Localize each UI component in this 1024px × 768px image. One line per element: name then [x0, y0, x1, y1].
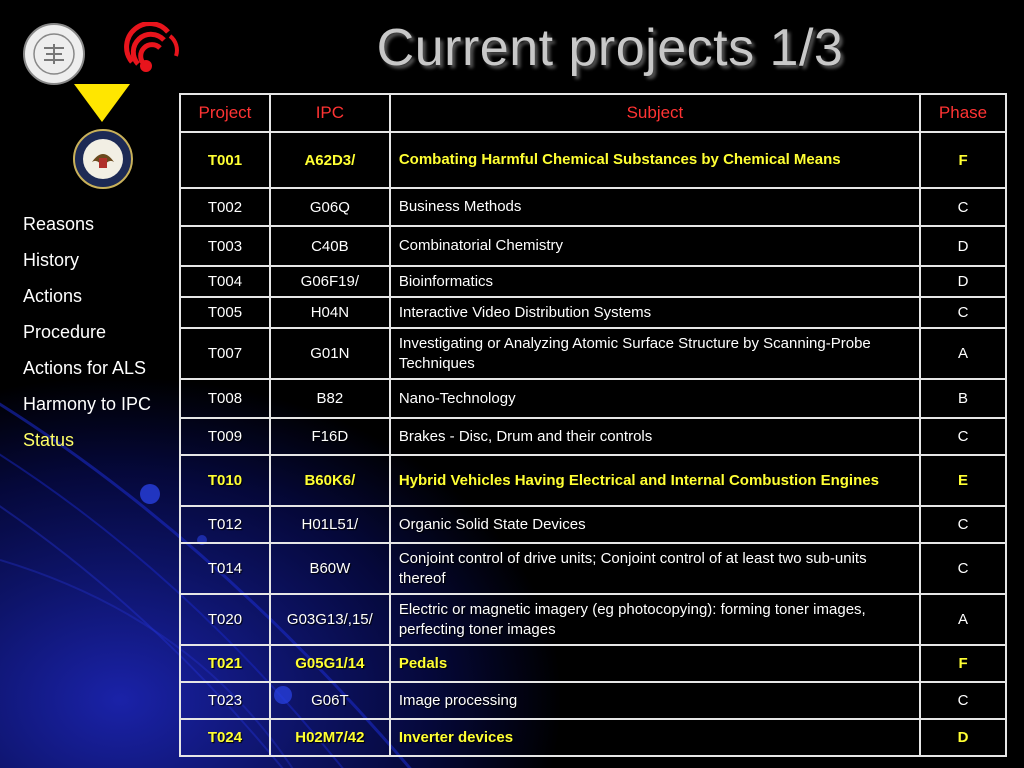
cell-subject: Organic Solid State Devices	[388, 505, 922, 544]
cell-project: T001	[179, 131, 271, 189]
cell-project: T021	[179, 644, 271, 683]
table-header-row: Project IPC Subject Phase	[179, 93, 1007, 133]
cell-phase: A	[919, 327, 1007, 380]
nav-item-reasons[interactable]: Reasons	[23, 214, 95, 234]
header-subject: Subject	[388, 93, 922, 133]
table-row: T014 B60W Conjoint control of drive units;…	[179, 542, 1007, 595]
cell-project: T020	[179, 593, 271, 646]
epo-logo	[124, 22, 179, 72]
cell-subject: Conjoint control of drive units; Conjoin…	[388, 542, 922, 595]
cell-project: T007	[179, 327, 271, 380]
cell-ipc: B82	[268, 378, 391, 419]
nav-item-procedure[interactable]: Procedure	[23, 322, 107, 342]
cell-ipc: G06Q	[268, 187, 391, 227]
cell-ipc: H04N	[268, 296, 391, 329]
table-row: T020 G03G13/,15/Electric or magnetic imag…	[179, 593, 1007, 646]
cell-ipc: B60K6/	[268, 454, 391, 507]
nav-item-history[interactable]: History	[23, 250, 80, 270]
table-row: T001 A62D3/Combating Harmful Chemical Sub…	[179, 131, 1007, 189]
jpo-seal-logo	[23, 23, 85, 85]
nav-item-actions-for-als[interactable]: Actions for ALS	[23, 358, 147, 378]
cell-subject: Pedals	[388, 644, 922, 683]
cell-project: T009	[179, 417, 271, 456]
cell-phase: D	[919, 265, 1007, 298]
yellow-triangle-icon	[74, 84, 130, 122]
table-row: T005 H04N Interactive Video Distribution S…	[179, 296, 1007, 329]
table-row: T007 G01N Investigating or Analyzing Atomi…	[179, 327, 1007, 380]
cell-subject: Interactive Video Distribution Systems	[388, 296, 922, 329]
header-project: Project	[179, 93, 271, 133]
cell-phase: B	[919, 378, 1007, 419]
table-row: T012 H01L51/Organic Solid State Devices C	[179, 505, 1007, 544]
cell-project: T014	[179, 542, 271, 595]
table-row: T003 C40B Combinatorial Chemistry D	[179, 225, 1007, 267]
cell-ipc: G05G1/14	[268, 644, 391, 683]
cell-subject: Nano-Technology	[388, 378, 922, 419]
projects-table: Project IPC Subject Phase T001 A62D3/Comb…	[179, 93, 1007, 757]
cell-ipc: G01N	[268, 327, 391, 380]
cell-phase: C	[919, 417, 1007, 456]
cell-phase: F	[919, 131, 1007, 189]
table-row: T008 B82 Nano-Technology B	[179, 378, 1007, 419]
cell-ipc: G06T	[268, 681, 391, 720]
cell-project: T024	[179, 718, 271, 757]
cell-ipc: G03G13/,15/	[268, 593, 391, 646]
cell-subject: Business Methods	[388, 187, 922, 227]
table-row: T004 G06F19/Bioinformatics D	[179, 265, 1007, 298]
nav-item-actions[interactable]: Actions	[23, 286, 83, 306]
table-row: T002 G06Q Business Methods C	[179, 187, 1007, 227]
cell-subject: Investigating or Analyzing Atomic Surfac…	[388, 327, 922, 380]
cell-phase: D	[919, 718, 1007, 757]
cell-phase: A	[919, 593, 1007, 646]
cell-project: T005	[179, 296, 271, 329]
cell-subject: Brakes - Disc, Drum and their controls	[388, 417, 922, 456]
cell-project: T002	[179, 187, 271, 227]
table-row: T010 B60K6/Hybrid Vehicles Having Electri…	[179, 454, 1007, 507]
cell-ipc: C40B	[268, 225, 391, 267]
cell-subject: Image processing	[388, 681, 922, 720]
cell-project: T023	[179, 681, 271, 720]
table-row: T009 F16D Brakes - Disc, Drum and their co…	[179, 417, 1007, 456]
cell-phase: C	[919, 681, 1007, 720]
sidebar-nav: Reasons History Actions Procedure Action…	[23, 212, 151, 464]
table-row: T023 G06T Image processing C	[179, 681, 1007, 720]
cell-phase: C	[919, 187, 1007, 227]
cell-phase: D	[919, 225, 1007, 267]
cell-subject: Inverter devices	[388, 718, 922, 757]
cell-subject: Combating Harmful Chemical Substances by…	[388, 131, 922, 189]
cell-project: T012	[179, 505, 271, 544]
cell-phase: C	[919, 542, 1007, 595]
header-phase: Phase	[919, 93, 1007, 133]
cell-ipc: A62D3/	[268, 131, 391, 189]
cell-project: T004	[179, 265, 271, 298]
table-row: T021 G05G1/14 Pedals F	[179, 644, 1007, 683]
cell-subject: Combinatorial Chemistry	[388, 225, 922, 267]
cell-project: T003	[179, 225, 271, 267]
cell-phase: F	[919, 644, 1007, 683]
cell-subject: Hybrid Vehicles Having Electrical and In…	[388, 454, 922, 507]
uspto-seal-logo	[73, 129, 133, 189]
cell-subject: Electric or magnetic imagery (eg photoco…	[388, 593, 922, 646]
cell-phase: C	[919, 505, 1007, 544]
cell-project: T010	[179, 454, 271, 507]
page-title: Current projects 1/3	[376, 19, 844, 77]
nav-item-status[interactable]: Status	[23, 430, 75, 450]
header-ipc: IPC	[268, 93, 391, 133]
cell-ipc: H02M7/42	[268, 718, 391, 757]
table-body: T001 A62D3/Combating Harmful Chemical Sub…	[179, 131, 1007, 757]
cell-phase: E	[919, 454, 1007, 507]
cell-project: T008	[179, 378, 271, 419]
cell-ipc: B60W	[268, 542, 391, 595]
table-row: T024 H02M7/42 Inverter devices D	[179, 718, 1007, 757]
nav-item-harmony-to-ipc[interactable]: Harmony to IPC	[23, 394, 152, 414]
cell-phase: C	[919, 296, 1007, 329]
cell-subject: Bioinformatics	[388, 265, 922, 298]
cell-ipc: H01L51/	[268, 505, 391, 544]
cell-ipc: G06F19/	[268, 265, 391, 298]
cell-ipc: F16D	[268, 417, 391, 456]
